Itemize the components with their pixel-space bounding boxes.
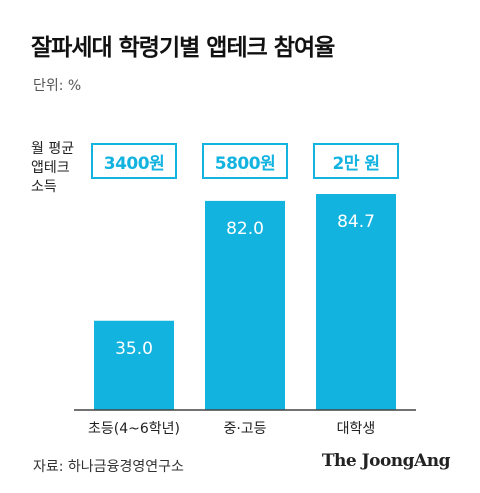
- category-label-2: 중·고등: [223, 421, 266, 437]
- income-badge-3: 2만 원: [313, 143, 399, 179]
- publisher-logo: The JoongAng: [321, 451, 451, 471]
- income-badge-1: 3400원: [91, 143, 177, 179]
- income-label-line-2: 앱테크: [31, 160, 70, 176]
- chart-title: 잘파세대 학령기별 앱테크 참여율: [31, 35, 335, 61]
- bar-value-label-1: 35.0: [115, 339, 153, 359]
- bar-2: [205, 200, 285, 410]
- bar-1: [94, 320, 174, 410]
- income-label-line-3: 소득: [31, 179, 57, 195]
- income-row-label: 월 평균 앱테크 소득: [31, 140, 91, 197]
- category-label-3: 대학생: [337, 421, 376, 437]
- income-badge-2: 5800원: [202, 143, 288, 179]
- bar-3: [316, 194, 396, 410]
- source-note: 자료: 하나금융경영연구소: [33, 459, 184, 475]
- unit-label: 단위: %: [33, 78, 82, 94]
- bar-value-label-2: 82.0: [226, 219, 264, 239]
- income-label-line-1: 월 평균: [31, 141, 75, 157]
- bar-value-label-3: 84.7: [337, 212, 375, 232]
- category-label-1: 초등(4~6학년): [88, 421, 180, 437]
